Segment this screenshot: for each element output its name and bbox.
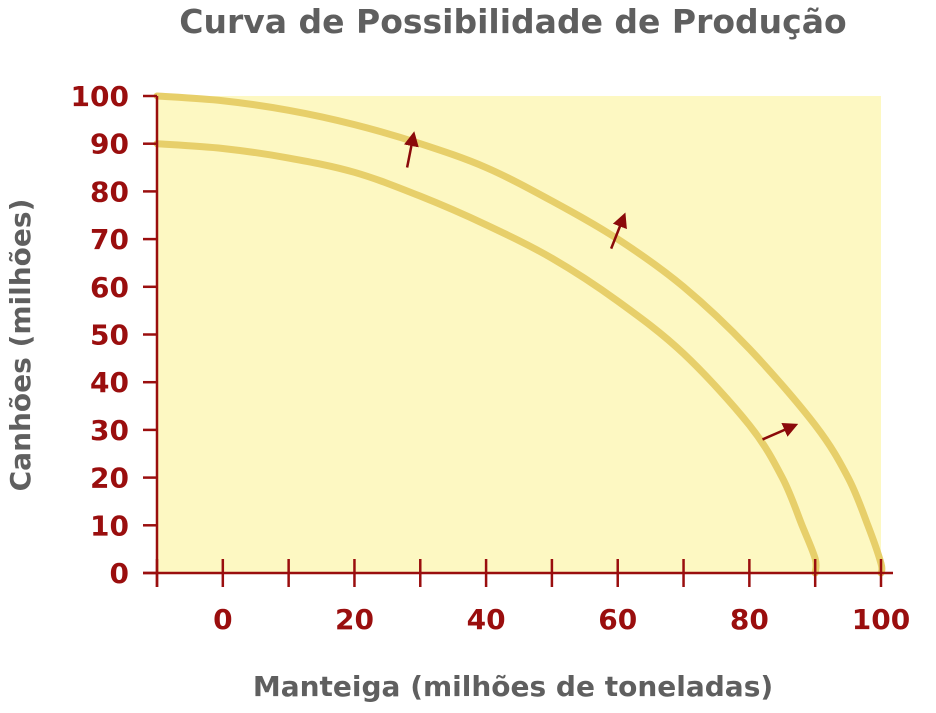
x-tick-label: 0 bbox=[213, 603, 232, 636]
y-tick-label: 100 bbox=[71, 80, 129, 113]
x-tick-label: 80 bbox=[730, 603, 769, 636]
y-tick-label: 80 bbox=[90, 175, 129, 208]
shift-arrow-3 bbox=[762, 423, 799, 441]
x-tick-label: 20 bbox=[335, 603, 374, 636]
plot-area bbox=[157, 96, 881, 573]
x-tick-label: 40 bbox=[467, 603, 506, 636]
curves-layer bbox=[153, 92, 886, 577]
y-ticks: 0 10 20 30 40 50 60 70 80 90 100 bbox=[71, 80, 157, 590]
x-ticks: 0 20 40 60 80 100 bbox=[155, 559, 910, 636]
y-axis-label: Canhões (milhões) bbox=[4, 199, 37, 492]
y-tick-label: 10 bbox=[90, 509, 129, 542]
shift-arrow-1 bbox=[404, 131, 419, 168]
y-tick-label: 70 bbox=[90, 223, 129, 256]
y-tick-label: 50 bbox=[90, 319, 129, 352]
x-tick-label: 100 bbox=[852, 603, 910, 636]
ppf-curve-2 bbox=[153, 92, 886, 577]
y-tick-label: 20 bbox=[90, 462, 129, 495]
y-tick-label: 30 bbox=[90, 414, 129, 447]
y-tick-label: 0 bbox=[110, 557, 129, 590]
x-tick-label: 60 bbox=[598, 603, 637, 636]
x-axis-label: Manteiga (milhões de toneladas) bbox=[253, 670, 773, 703]
y-tick-label: 60 bbox=[90, 271, 129, 304]
y-tick-label: 90 bbox=[90, 128, 129, 161]
chart-title: Curva de Possibilidade de Produção bbox=[179, 2, 847, 41]
ppf-curve-1 bbox=[153, 140, 820, 577]
y-tick-label: 40 bbox=[90, 366, 129, 399]
shift-arrow-2 bbox=[609, 212, 627, 250]
arrows-layer bbox=[404, 131, 799, 441]
